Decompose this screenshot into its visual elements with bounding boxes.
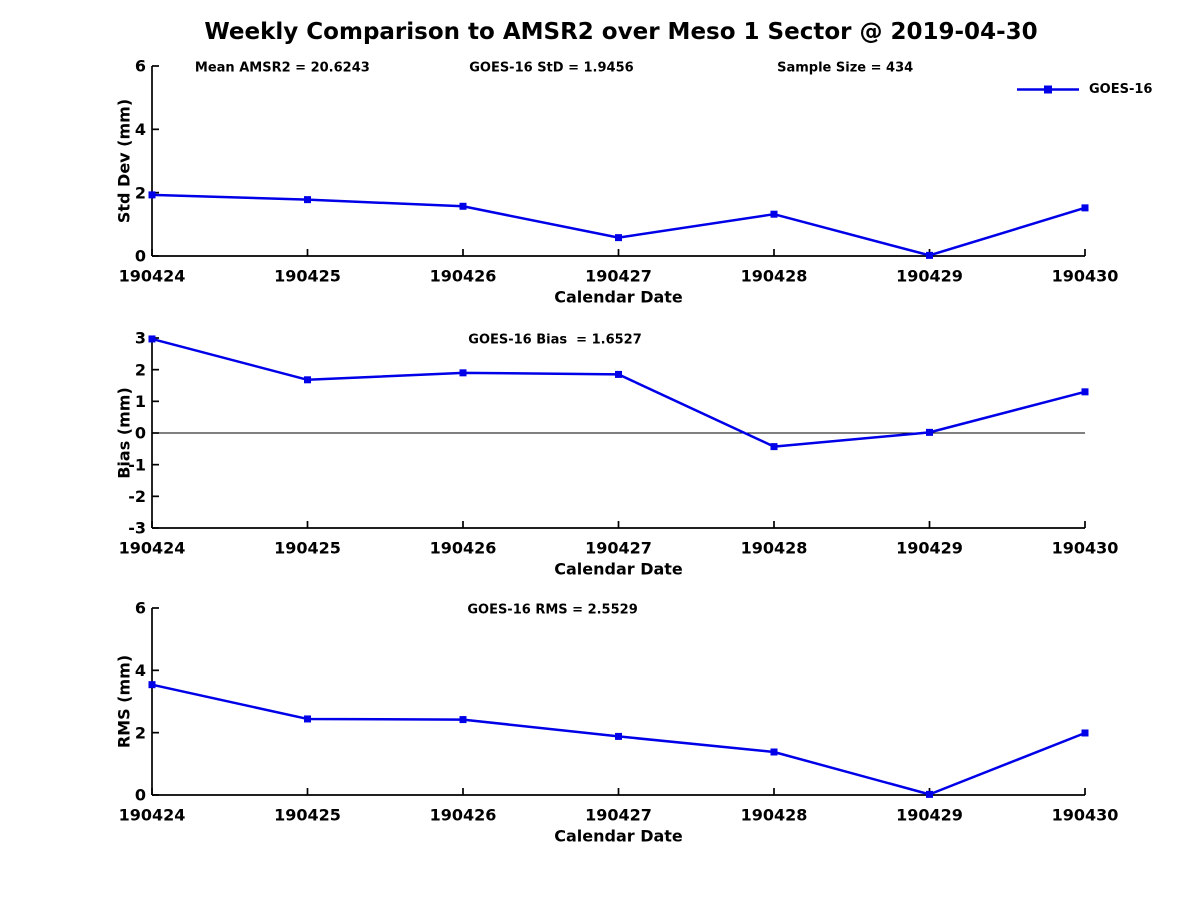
chart-title: Weekly Comparison to AMSR2 over Meso 1 S… xyxy=(204,19,1038,45)
x-tick-label: 190428 xyxy=(741,539,808,558)
y-tick-label: -2 xyxy=(128,487,146,506)
y-tick-label: 0 xyxy=(135,424,146,443)
data-point-marker xyxy=(148,335,156,343)
std-dev-subplot: 0 2 4 6 190424 190425 190426 190427 190428 190429… xyxy=(115,57,1119,307)
data-point-marker xyxy=(615,732,622,740)
x-tick-label: 190424 xyxy=(119,267,186,286)
y-tick-label: 2 xyxy=(135,723,146,742)
data-point-marker xyxy=(459,369,467,377)
x-tick-label: 190430 xyxy=(1052,806,1119,825)
data-line xyxy=(151,337,1086,448)
y-tick-label: 4 xyxy=(135,120,146,139)
legend-line-icon xyxy=(1017,85,1079,94)
data-point-marker xyxy=(770,210,778,218)
x-tick-label: 190425 xyxy=(274,539,341,558)
data-point-marker xyxy=(304,715,311,723)
y-tick-label: 3 xyxy=(135,329,146,348)
data-point-marker xyxy=(926,251,933,259)
y-axis-title: Std Dev (mm) xyxy=(115,99,134,223)
annotation: GOES-16 StD = 1.9456 xyxy=(469,61,633,76)
y-tick-label: -1 xyxy=(128,455,146,474)
x-axis-title: Calendar Date xyxy=(554,288,683,307)
x-tick-label: 190429 xyxy=(896,539,963,558)
y-axis-title: Bias (mm) xyxy=(115,387,134,479)
x-tick-label: 190427 xyxy=(585,267,652,286)
data-point-marker xyxy=(1081,729,1089,737)
data-point-marker xyxy=(926,790,933,798)
y-tick-label: 4 xyxy=(135,661,146,680)
data-point-marker xyxy=(459,716,467,724)
y-tick-label: 1 xyxy=(135,392,146,411)
annotation: GOES-16 RMS = 2.5529 xyxy=(467,603,637,618)
x-axis-title: Calendar Date xyxy=(554,560,683,579)
y-tick-label: 6 xyxy=(135,57,146,76)
y-tick-label: 0 xyxy=(135,247,146,266)
legend-label: GOES-16 xyxy=(1089,82,1153,97)
data-point-marker xyxy=(770,748,778,756)
x-tick-label: 190428 xyxy=(741,267,808,286)
data-point-marker xyxy=(1081,204,1089,212)
x-tick-label: 190424 xyxy=(119,539,186,558)
annotation: Mean AMSR2 = 20.6243 xyxy=(195,61,370,76)
data-point-marker xyxy=(148,681,156,689)
data-point-marker xyxy=(304,196,311,204)
data-point-marker xyxy=(615,370,622,378)
x-tick-label: 190430 xyxy=(1052,267,1119,286)
x-tick-label: 190429 xyxy=(896,267,963,286)
y-tick-label: -3 xyxy=(128,519,146,538)
y-tick-label: 2 xyxy=(135,183,146,202)
x-tick-label: 190430 xyxy=(1052,539,1119,558)
x-tick-label: 190424 xyxy=(119,806,186,825)
annotation: GOES-16 Bias = 1.6527 xyxy=(468,333,642,348)
annotation: Sample Size = 434 xyxy=(777,61,913,76)
x-tick-label: 190427 xyxy=(585,539,652,558)
data-point-marker xyxy=(926,428,933,436)
data-point-marker xyxy=(770,443,778,451)
x-tick-label: 190426 xyxy=(430,267,497,286)
y-tick-label: 2 xyxy=(135,360,146,379)
data-line xyxy=(151,193,1086,257)
data-point-marker xyxy=(1081,388,1089,396)
x-axis-title: Calendar Date xyxy=(554,827,683,846)
data-point-marker xyxy=(148,191,156,199)
x-tick-label: 190425 xyxy=(274,806,341,825)
x-tick-label: 190426 xyxy=(430,806,497,825)
x-tick-label: 190429 xyxy=(896,806,963,825)
data-point-marker xyxy=(459,202,467,210)
x-tick-label: 190425 xyxy=(274,267,341,286)
y-tick-label: 0 xyxy=(135,786,146,805)
data-point-marker xyxy=(304,376,311,384)
x-tick-label: 190428 xyxy=(741,806,808,825)
x-tick-label: 190426 xyxy=(430,539,497,558)
y-tick-label: 6 xyxy=(135,599,146,618)
data-point-marker xyxy=(615,234,622,242)
legend-square-marker-icon xyxy=(1044,85,1052,94)
y-axis-title: RMS (mm) xyxy=(115,655,134,748)
rms-subplot: 0 2 4 6 190424 190425 190426 190427 190428 190429… xyxy=(115,599,1119,846)
legend: GOES-16 xyxy=(1016,82,1152,97)
x-tick-label: 190427 xyxy=(585,806,652,825)
